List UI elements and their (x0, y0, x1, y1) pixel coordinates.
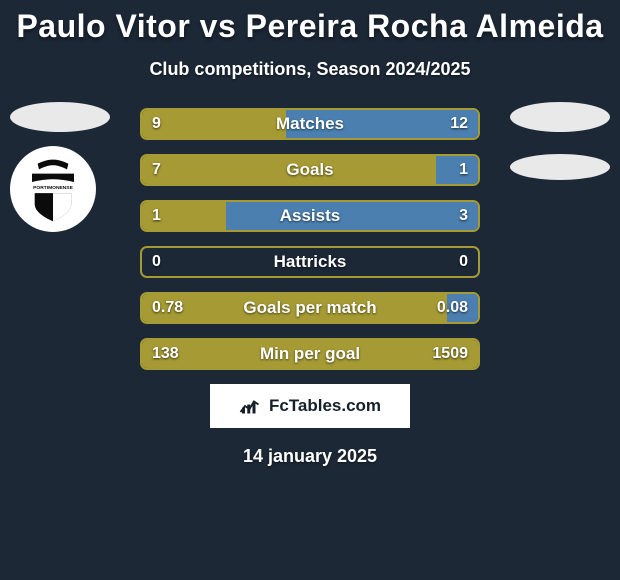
stat-label: Hattricks (142, 248, 478, 276)
svg-text:PORTIMONENSE: PORTIMONENSE (33, 185, 73, 191)
player-left-club-badge: PORTIMONENSE (10, 146, 96, 232)
stat-label: Min per goal (142, 340, 478, 368)
brand-text: FcTables.com (269, 396, 381, 416)
portimonense-crest-icon: PORTIMONENSE (18, 154, 88, 224)
stat-label: Goals per match (142, 294, 478, 322)
stat-label: Assists (142, 202, 478, 230)
player-right-photo-placeholder (510, 102, 610, 132)
stat-row: 00Hattricks (140, 246, 480, 278)
stats-bars: 912Matches 71Goals 13Assists 00Hattricks 0.7… (140, 108, 480, 370)
stat-row: 13Assists (140, 200, 480, 232)
player-right-badges (510, 102, 610, 180)
stat-row: 912Matches (140, 108, 480, 140)
player-right-club-placeholder (510, 154, 610, 180)
stat-label: Goals (142, 156, 478, 184)
page-title: Paulo Vitor vs Pereira Rocha Almeida (0, 0, 620, 45)
stat-row: 71Goals (140, 154, 480, 186)
page-subtitle: Club competitions, Season 2024/2025 (0, 59, 620, 80)
player-left-badges: PORTIMONENSE (10, 102, 110, 232)
stat-row: 0.780.08Goals per match (140, 292, 480, 324)
brand-box: FcTables.com (210, 384, 410, 428)
player-left-photo-placeholder (10, 102, 110, 132)
comparison-panel: PORTIMONENSE 912Matches 71Goals 13Assists 0… (0, 108, 620, 370)
stat-row: 1381509Min per goal (140, 338, 480, 370)
fctables-chart-icon (239, 396, 263, 416)
stat-label: Matches (142, 110, 478, 138)
footer-date: 14 january 2025 (0, 446, 620, 467)
